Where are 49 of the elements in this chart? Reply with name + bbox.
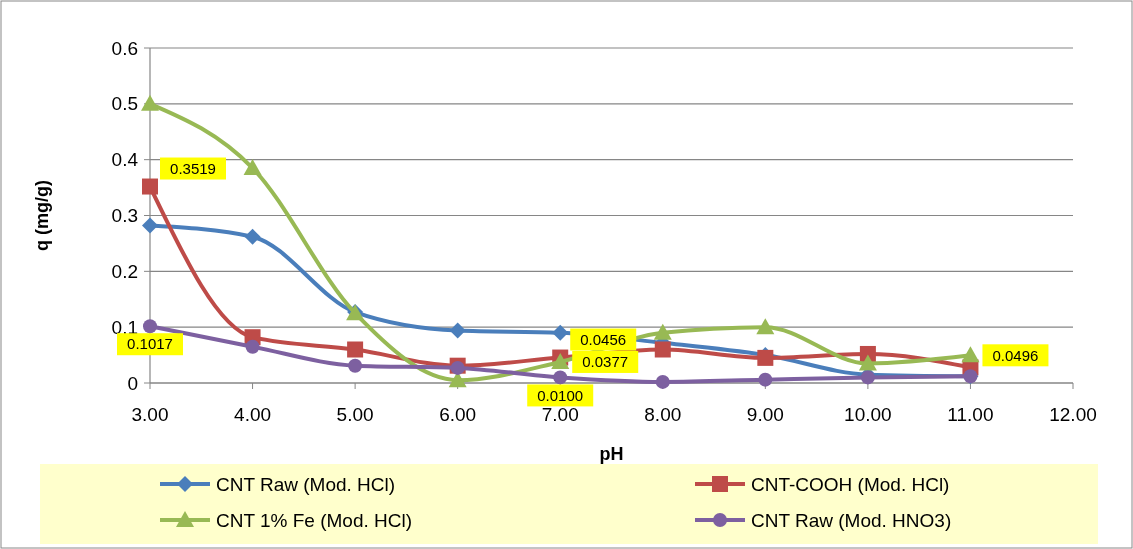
point xyxy=(655,374,670,389)
data-label: 0.3519 xyxy=(170,159,216,177)
point xyxy=(758,372,773,387)
y-tick-label: 0.2 xyxy=(111,260,138,282)
point xyxy=(449,322,466,339)
point xyxy=(142,178,158,195)
y-tick-label: 0.4 xyxy=(111,149,139,171)
data-label: 0.0456 xyxy=(580,330,627,348)
x-tick-label: 8.00 xyxy=(644,404,682,425)
y-axis-title: q (mg/g) xyxy=(32,180,52,251)
x-tick-label: 12.00 xyxy=(1049,404,1097,425)
legend-label: CNT Raw (Mod. HNO3) xyxy=(751,509,952,531)
legend-label: CNT-COOH (Mod. HCl) xyxy=(751,473,950,495)
point xyxy=(348,358,363,373)
y-tick-label: 0.6 xyxy=(111,37,138,59)
point xyxy=(142,217,158,234)
data-label: 0.1017 xyxy=(127,335,173,353)
point xyxy=(243,159,262,176)
point xyxy=(653,323,672,340)
legend-label: CNT 1% Fe (Mod. HCl) xyxy=(216,509,413,531)
point xyxy=(858,354,877,371)
point xyxy=(347,341,364,358)
x-axis-title: pH xyxy=(599,444,624,464)
point xyxy=(245,339,260,354)
x-tick-label: 6.00 xyxy=(439,404,477,425)
point xyxy=(552,324,569,341)
point xyxy=(244,228,261,245)
y-tick-label: 0 xyxy=(127,372,138,394)
x-tick-label: 7.00 xyxy=(541,404,579,425)
x-tick-label: 9.00 xyxy=(746,404,784,425)
data-label: 0.0377 xyxy=(582,353,629,371)
x-tick-label: 3.00 xyxy=(131,404,169,425)
legend-label: CNT Raw (Mod. HCl) xyxy=(216,473,396,495)
data-label: 0.0496 xyxy=(992,346,1039,364)
x-tick-label: 4.00 xyxy=(234,404,272,425)
x-tick-label: 11.00 xyxy=(947,404,994,425)
y-tick-label: 0.3 xyxy=(111,205,138,227)
point xyxy=(860,370,875,385)
y-tick-label: 0.1 xyxy=(111,316,138,338)
point xyxy=(961,346,980,363)
y-tick-label: 0.5 xyxy=(111,93,138,115)
point xyxy=(756,318,775,335)
point xyxy=(141,94,159,111)
point xyxy=(654,341,671,358)
x-tick-label: 5.00 xyxy=(336,404,374,425)
point xyxy=(553,370,568,385)
point xyxy=(143,319,157,334)
data-label: 0.0100 xyxy=(537,386,584,404)
x-tick-label: 10.00 xyxy=(844,404,892,425)
